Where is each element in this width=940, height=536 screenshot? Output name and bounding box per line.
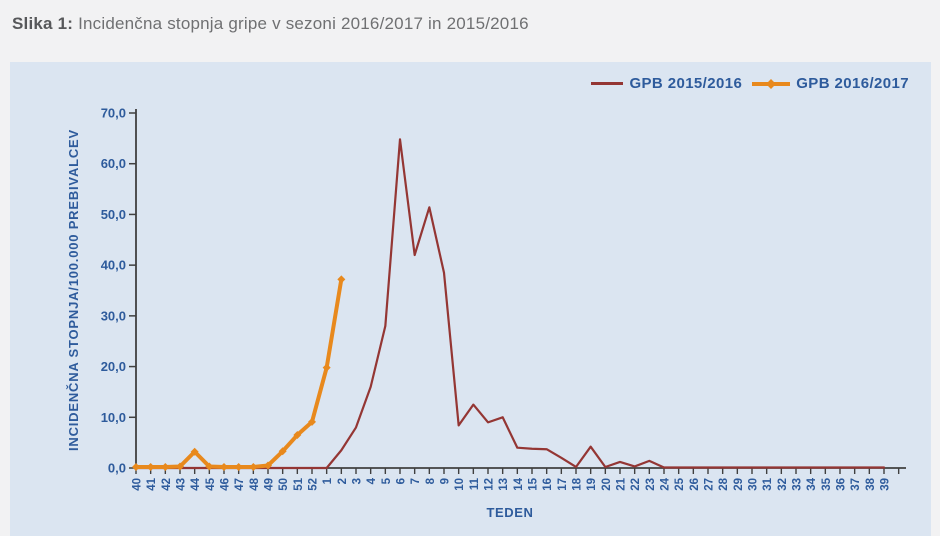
legend-label: GPB 2016/2017 xyxy=(796,75,909,92)
x-tick-label: 30 xyxy=(748,478,760,491)
x-tick-label: 4 xyxy=(366,477,378,484)
data-point-diamond-icon xyxy=(278,447,287,456)
x-tick-label: 25 xyxy=(674,477,686,490)
x-tick-label: 16 xyxy=(542,478,554,491)
x-tick-label: 43 xyxy=(176,478,188,491)
x-tick-label: 39 xyxy=(880,478,892,491)
y-tick-label: 10,0 xyxy=(101,410,126,425)
x-tick-label: 47 xyxy=(234,478,246,491)
data-point-diamond-icon xyxy=(161,462,170,471)
figure-caption-prefix: Slika 1: xyxy=(12,14,74,33)
x-axis-tick-labels: 40 41 42 43 44 45 46 47 48 49 50 51 52 1 2 3 4 5 6 7 8 9 10 11 1… xyxy=(132,477,892,490)
x-tick-label: 3 xyxy=(352,478,364,484)
y-tick-label: 30,0 xyxy=(101,308,126,323)
data-point-diamond-icon xyxy=(132,462,140,471)
x-tick-label: 17 xyxy=(557,478,569,491)
x-tick-label: 51 xyxy=(293,477,305,490)
legend-label: GPB 2015/2016 xyxy=(629,75,743,92)
data-point-diamond-icon xyxy=(176,462,184,471)
data-point-diamond-icon xyxy=(308,417,316,426)
y-tick-label: 0,0 xyxy=(108,461,126,476)
x-tick-label: 41 xyxy=(146,477,158,490)
legend-item-gpb-2015-2016: GPB 2015/2016 xyxy=(591,75,742,92)
x-tick-label: 20 xyxy=(601,478,613,491)
data-point-diamond-icon xyxy=(337,275,346,284)
chart-legend: GPB 2015/2016 GPB 2016/2017 xyxy=(591,75,909,92)
figure-caption-text: Incidenčna stopnja gripe v sezoni 2016/2… xyxy=(73,14,529,33)
data-point-diamond-icon xyxy=(264,461,272,470)
y-axis-tick-labels: 0,0 10,0 20,0 30,0 40,0 50,0 60,0 70,0 xyxy=(101,106,126,476)
x-tick-label: 22 xyxy=(630,478,642,491)
data-point-diamond-icon xyxy=(234,462,243,471)
axes xyxy=(129,109,906,474)
x-tick-label: 5 xyxy=(381,477,393,484)
x-tick-label: 19 xyxy=(586,478,598,491)
x-tick-label: 37 xyxy=(850,478,862,491)
x-tick-label: 24 xyxy=(660,477,672,490)
x-tick-label: 45 xyxy=(205,477,217,490)
x-tick-label: 34 xyxy=(806,477,818,490)
x-axis-title: TEDEN xyxy=(486,505,533,520)
data-point-diamond-icon xyxy=(293,431,302,440)
x-tick-label: 21 xyxy=(616,477,628,490)
x-tick-label: 36 xyxy=(836,478,848,491)
x-tick-label: 35 xyxy=(821,477,833,490)
data-point-diamond-icon xyxy=(322,363,331,372)
series-lines xyxy=(132,138,886,471)
x-tick-label: 18 xyxy=(572,477,584,490)
x-tick-label: 42 xyxy=(161,478,173,491)
x-tick-label: 46 xyxy=(220,478,232,491)
legend-item-gpb-2016-2017: GPB 2016/2017 xyxy=(752,75,909,92)
figure-caption: Slika 1: Incidenčna stopnja gripe v sezo… xyxy=(12,14,928,34)
x-tick-label: 2 xyxy=(337,478,349,484)
x-tick-label: 52 xyxy=(308,478,320,491)
y-axis-title: INCIDENČNA STOPNJA/100.000 PREBIVALCEV xyxy=(66,129,81,451)
x-tick-label: 31 xyxy=(762,477,774,490)
x-tick-label: 6 xyxy=(396,478,408,484)
legend-swatch-line-diamond-icon xyxy=(752,81,791,86)
x-tick-label: 48 xyxy=(249,477,261,490)
y-tick-label: 60,0 xyxy=(101,156,126,171)
y-tick-label: 70,0 xyxy=(101,106,126,121)
data-point-diamond-icon xyxy=(249,462,258,471)
x-tick-label: 27 xyxy=(704,478,716,491)
x-tick-label: 50 xyxy=(278,478,290,491)
x-tick-label: 44 xyxy=(190,477,202,490)
y-tick-label: 50,0 xyxy=(101,207,126,222)
series-line-gpb-2015-2016 xyxy=(134,138,886,470)
x-tick-label: 26 xyxy=(689,478,701,491)
x-tick-label: 12 xyxy=(484,478,496,491)
legend-swatch-line-icon xyxy=(591,82,624,85)
data-point-diamond-icon xyxy=(190,447,199,456)
x-tick-label: 23 xyxy=(645,478,657,491)
y-tick-label: 40,0 xyxy=(101,258,126,273)
x-tick-label: 49 xyxy=(264,478,276,491)
x-tick-label: 40 xyxy=(132,478,144,491)
x-tick-label: 9 xyxy=(440,478,452,484)
x-tick-label: 28 xyxy=(718,477,730,490)
data-point-diamond-icon xyxy=(205,462,214,471)
x-tick-label: 11 xyxy=(469,477,481,490)
x-tick-label: 10 xyxy=(454,478,466,491)
x-tick-label: 1 xyxy=(322,477,334,484)
x-tick-label: 32 xyxy=(777,478,789,491)
x-tick-label: 33 xyxy=(792,478,804,491)
x-tick-label: 14 xyxy=(513,477,525,490)
chart-panel: GPB 2015/2016 GPB 2016/2017 xyxy=(10,62,931,536)
x-tick-label: 13 xyxy=(498,478,510,491)
x-tick-label: 15 xyxy=(528,477,540,490)
series-line-gpb-2016-2017 xyxy=(134,277,344,469)
y-tick-label: 20,0 xyxy=(101,359,126,374)
x-tick-label: 29 xyxy=(733,478,745,491)
x-tick-label: 8 xyxy=(425,477,437,484)
data-point-diamond-icon xyxy=(146,462,155,471)
data-point-diamond-icon xyxy=(220,462,228,471)
x-tick-label: 38 xyxy=(865,477,877,490)
x-tick-label: 7 xyxy=(410,478,422,484)
